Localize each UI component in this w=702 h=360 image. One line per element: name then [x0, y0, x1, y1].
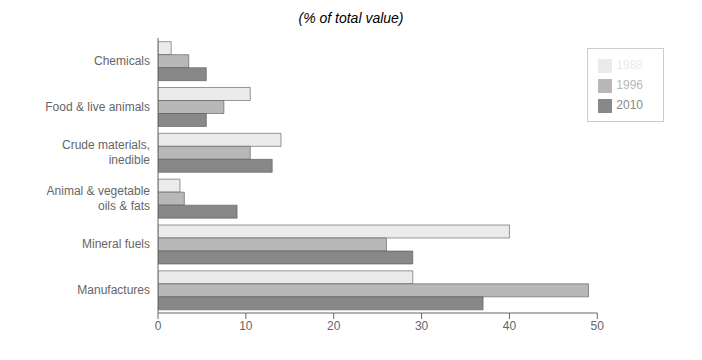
- html-text:(% of total value): (% of total value): [298, 10, 404, 26]
- svg-text:Chemicals: Chemicals: [94, 54, 150, 68]
- svg-text:40: 40: [503, 319, 517, 333]
- html-text:2010: 2010: [616, 98, 643, 112]
- html-text:1988: 1988: [616, 58, 643, 72]
- html-text:1996: 1996: [616, 78, 643, 92]
- svg-text:50: 50: [591, 319, 605, 333]
- svg-text:Mineral fuels: Mineral fuels: [82, 237, 150, 251]
- svg-text:Food & live animals: Food & live animals: [45, 100, 150, 114]
- svg-text:Manufactures: Manufactures: [77, 283, 150, 297]
- svg-text:Crude materials,inedible: Crude materials,inedible: [62, 138, 150, 166]
- svg-text:0: 0: [155, 319, 162, 333]
- svg-text:30: 30: [415, 319, 429, 333]
- svg-text:20: 20: [327, 319, 341, 333]
- svg-text:Animal & vegetableoils & fats: Animal & vegetableoils & fats: [47, 184, 151, 212]
- svg-text:10: 10: [239, 319, 253, 333]
